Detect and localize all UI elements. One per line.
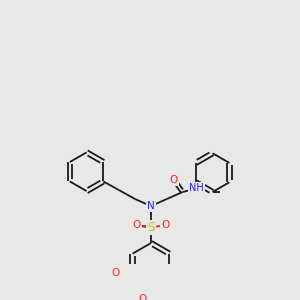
Text: O: O [133, 220, 141, 230]
Text: NH: NH [189, 184, 204, 194]
Text: S: S [147, 221, 155, 234]
Text: O: O [111, 268, 119, 278]
Text: O: O [138, 294, 146, 300]
Text: O: O [161, 220, 169, 230]
Text: O: O [170, 175, 178, 185]
Text: N: N [147, 201, 155, 211]
